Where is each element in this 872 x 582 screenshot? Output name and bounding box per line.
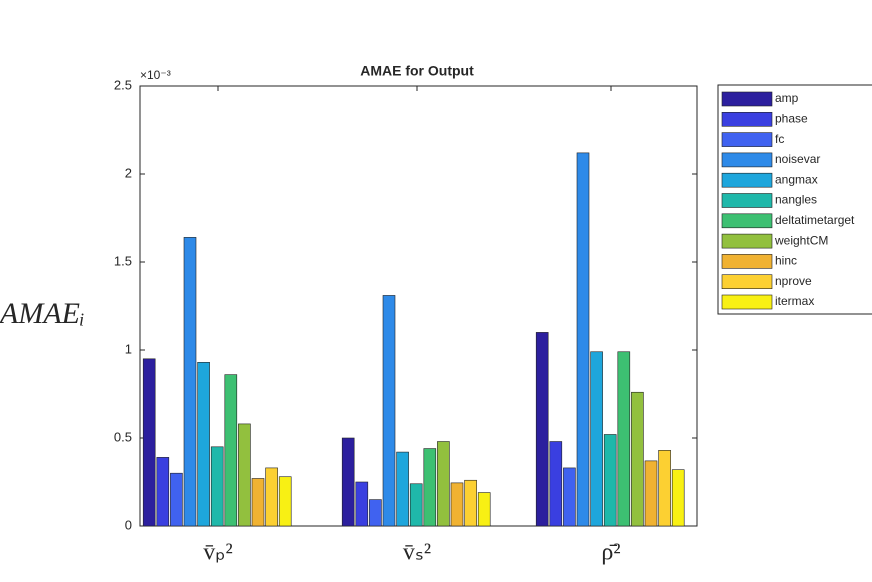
- bar: [535, 332, 549, 527]
- legend-label: itermax: [775, 294, 814, 308]
- x-tick-label: v̄ₛ²: [403, 540, 431, 566]
- bar: [369, 499, 382, 527]
- legend-swatch: [721, 274, 773, 290]
- legend-label: deltatimetarget: [775, 213, 855, 227]
- bar: [644, 460, 658, 527]
- bar: [603, 434, 617, 527]
- legend-label: weightCM: [774, 233, 828, 247]
- bar: [617, 351, 631, 527]
- y-tick-label: 2.5: [114, 77, 132, 92]
- legend-label: noisevar: [775, 152, 820, 166]
- y-tick-label: 0.5: [114, 429, 132, 444]
- bar: [142, 358, 156, 527]
- legend-label: nprove: [775, 274, 812, 288]
- bar: [423, 448, 437, 527]
- legend-label: angmax: [775, 172, 818, 186]
- legend-label: nangles: [775, 193, 817, 207]
- legend-swatch: [721, 112, 773, 127]
- bar: [265, 467, 278, 527]
- y-axis-label: AMAEᵢ: [0, 297, 85, 330]
- legend-swatch: [721, 152, 773, 168]
- bar: [437, 441, 450, 527]
- legend-label: hinc: [775, 254, 797, 268]
- bar: [396, 451, 409, 527]
- bar: [210, 446, 224, 527]
- bar: [355, 481, 369, 527]
- y-tick-label: 1.5: [114, 253, 132, 268]
- y-tick-label: 2: [125, 165, 132, 180]
- bar: [450, 482, 464, 527]
- legend-swatch: [721, 254, 773, 269]
- bar: [224, 374, 238, 527]
- bar: [170, 472, 183, 527]
- legend-swatch: [721, 172, 773, 188]
- bar: [590, 351, 603, 527]
- y-tick-label: 0: [125, 517, 132, 532]
- legend-label: fc: [775, 132, 784, 146]
- legend-swatch: [721, 193, 773, 208]
- legend-label: amp: [775, 91, 799, 105]
- bar: [183, 237, 197, 527]
- legend-label: phase: [775, 111, 808, 125]
- bar: [341, 437, 355, 527]
- bar: [576, 152, 590, 527]
- bar: [549, 441, 563, 527]
- bar: [197, 362, 210, 527]
- bar: [238, 423, 251, 527]
- bar: [658, 450, 671, 527]
- bar: [382, 295, 396, 527]
- legend-swatch: [721, 132, 773, 147]
- bar: [477, 492, 491, 527]
- legend-swatch: [721, 294, 773, 310]
- bar: [251, 478, 265, 527]
- legend-swatch: [721, 233, 773, 249]
- x-tick-label: ρ̄²: [601, 540, 620, 566]
- bar: [631, 391, 644, 527]
- chart-title: AMAE for Output: [360, 63, 474, 79]
- bar: [464, 479, 477, 527]
- bar: [409, 483, 423, 527]
- legend-swatch: [721, 213, 773, 229]
- bar: [671, 469, 685, 527]
- y-tick-label: 1: [125, 341, 132, 356]
- bar: [278, 476, 292, 527]
- x-tick-label: v̄ₚ²: [203, 540, 232, 566]
- bar: [563, 467, 576, 527]
- y-exponent: ×10⁻³: [140, 68, 171, 82]
- legend: amp phase fc noisevar angmax nangles deltatime…: [717, 84, 872, 315]
- bar: [156, 457, 170, 527]
- legend-swatch: [721, 91, 773, 107]
